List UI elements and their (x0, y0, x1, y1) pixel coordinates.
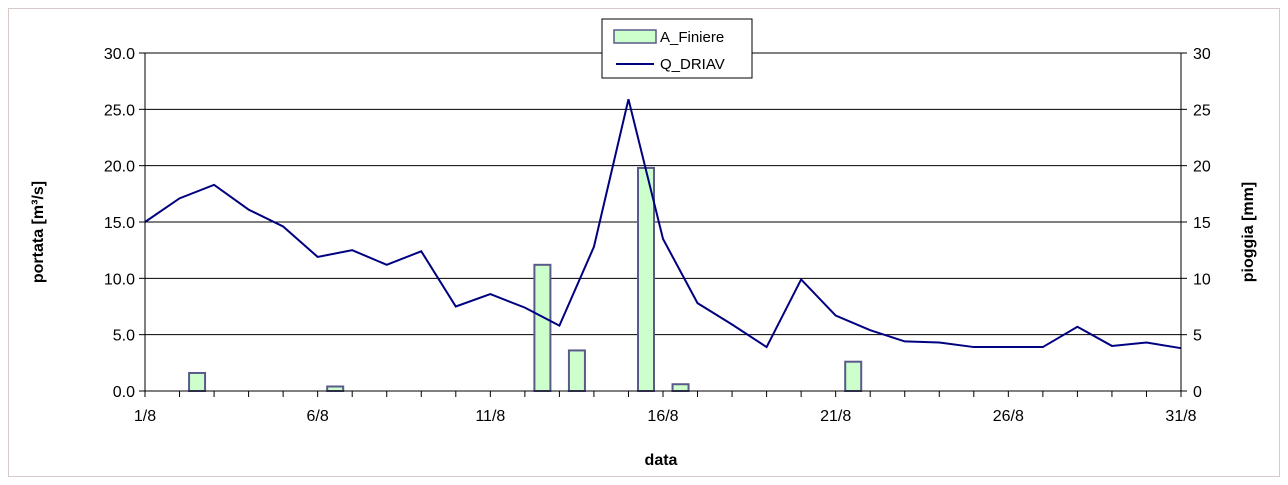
y-right-tick-label: 15 (1193, 215, 1211, 232)
y-left-tick-label: 20.0 (104, 159, 135, 176)
grid-lines (145, 52, 1181, 336)
y-right-tick-label: 0 (1193, 384, 1202, 401)
line-series-q-driav (144, 98, 1182, 350)
x-tick-label: 31/8 (1165, 408, 1196, 425)
y-right-tick-label: 10 (1193, 271, 1211, 288)
y-right-tick-label: 5 (1193, 328, 1202, 345)
x-tick-label: 16/8 (647, 408, 678, 425)
chart-frame: 0.0 5.0 10.0 15.0 20.0 25.0 30.0 0 5 10 15 20 25 30 … (8, 8, 1280, 477)
x-axis-title: data (645, 452, 678, 469)
y-axis-left-title: portata [m³/s] (30, 181, 47, 283)
y-left-tick-label: 30.0 (104, 46, 135, 63)
bar (188, 371, 207, 392)
legend-box (601, 18, 753, 79)
bar (567, 349, 586, 393)
legend: A_Finiere Q_DRIAV (601, 18, 753, 79)
series-line (144, 98, 1182, 350)
y-axis-right-ticks: 0 5 10 15 20 25 30 (1181, 46, 1211, 401)
bar (533, 263, 552, 393)
x-tick-label: 1/8 (134, 408, 156, 425)
x-tick-label: 11/8 (475, 408, 505, 425)
bar (326, 385, 345, 393)
legend-label-q-driav: Q_DRIAV (660, 56, 725, 73)
y-left-tick-label: 10.0 (104, 271, 135, 288)
x-axis-ticks: 1/8 6/8 11/8 16/8 21/8 26/8 31/8 (134, 391, 1197, 425)
legend-label-a-finiere: A_Finiere (660, 29, 724, 46)
y-right-tick-label: 30 (1193, 46, 1211, 63)
y-left-tick-label: 0.0 (113, 384, 135, 401)
bar (844, 360, 863, 392)
x-tick-label: 21/8 (820, 408, 851, 425)
y-right-tick-label: 20 (1193, 159, 1211, 176)
y-left-tick-label: 25.0 (104, 102, 135, 119)
x-tick-label: 6/8 (307, 408, 329, 425)
y-axis-right-title: pioggia [mm] (1240, 182, 1257, 282)
bar (671, 383, 690, 392)
y-axis-left-ticks: 0.0 5.0 10.0 15.0 20.0 25.0 30.0 (104, 46, 145, 401)
bar-series-a-finiere (188, 166, 863, 393)
chart-svg: 0.05.010.015.020.025.030.0 051015202530 … (30, 18, 1257, 469)
bar (637, 166, 655, 392)
x-tick-label: 26/8 (993, 408, 1024, 425)
y-left-tick-label: 5.0 (113, 328, 135, 345)
legend-swatch-a-finiere (613, 29, 657, 44)
y-right-tick-label: 25 (1193, 102, 1211, 119)
y-left-tick-label: 15.0 (104, 215, 135, 232)
